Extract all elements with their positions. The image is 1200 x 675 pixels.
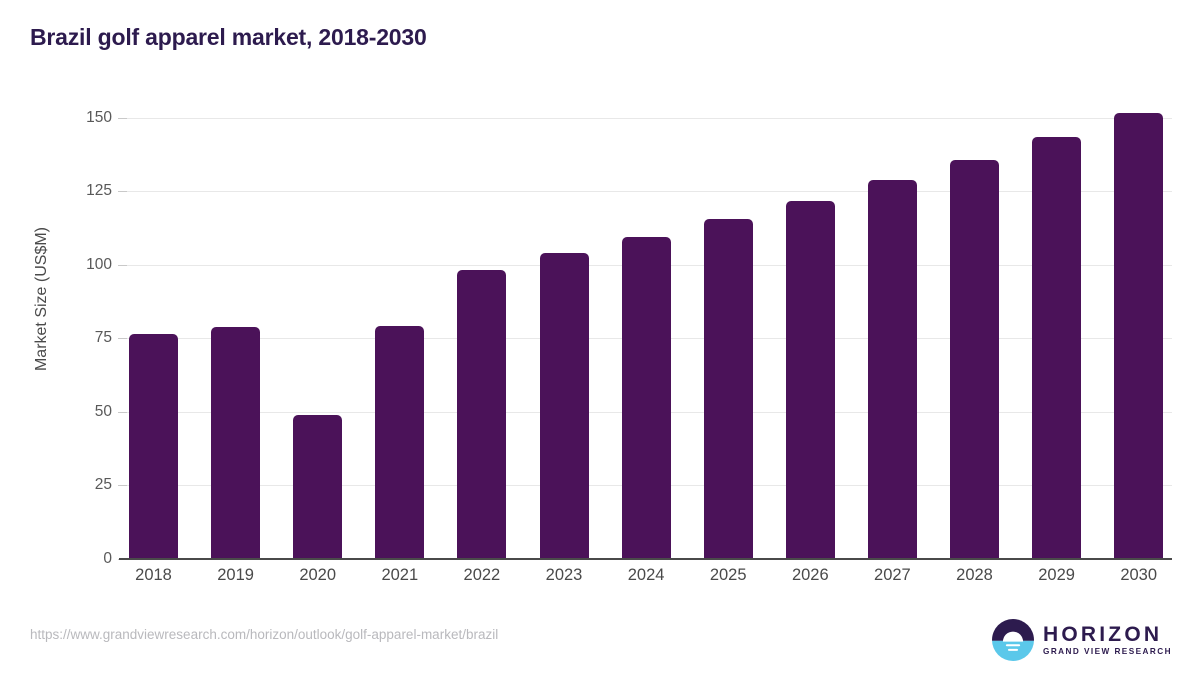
y-axis-tick-label: 50 bbox=[94, 402, 112, 420]
bar[interactable] bbox=[1114, 112, 1164, 559]
y-axis-tick-label: 75 bbox=[94, 329, 112, 346]
y-axis-tick-mark bbox=[118, 117, 127, 119]
x-axis-tick-label: 2018 bbox=[135, 566, 172, 584]
y-axis-tick-mark bbox=[118, 338, 127, 339]
gridline bbox=[127, 117, 1172, 119]
horizon-logo-icon bbox=[992, 619, 1034, 661]
bar[interactable] bbox=[539, 253, 589, 559]
x-axis-tick-label: 2030 bbox=[1120, 566, 1158, 584]
y-axis-tick-label: 100 bbox=[86, 255, 112, 273]
x-axis-tick-label: 2022 bbox=[463, 566, 501, 584]
y-axis-tick-label: 125 bbox=[86, 182, 112, 199]
y-axis-tick-mark bbox=[118, 264, 127, 266]
x-axis-tick-label: 2024 bbox=[627, 566, 665, 584]
gridline bbox=[127, 191, 1172, 192]
x-axis-line bbox=[119, 557, 1172, 560]
y-axis-tick-mark bbox=[118, 485, 127, 486]
y-axis-tick-labels: 0 25 50 75 100 125 150 bbox=[62, 0, 112, 675]
horizon-logo[interactable]: HORIZON GRAND VIEW RESEARCH bbox=[992, 618, 1172, 662]
bar[interactable] bbox=[457, 270, 507, 559]
bar[interactable] bbox=[785, 200, 835, 559]
y-axis-tick-label: 25 bbox=[94, 476, 112, 493]
bar[interactable] bbox=[129, 334, 178, 559]
x-axis-tick-label: 2027 bbox=[874, 566, 911, 584]
y-axis-tick-label: 150 bbox=[86, 108, 112, 126]
x-axis-tick-label: 2029 bbox=[1038, 566, 1075, 584]
x-axis-tick-label: 2021 bbox=[381, 566, 419, 584]
x-axis-tick-label: 2028 bbox=[956, 566, 993, 584]
x-axis-tick-label: 2023 bbox=[545, 566, 583, 584]
bar[interactable] bbox=[621, 237, 671, 559]
logo-wordmark: HORIZON bbox=[1043, 622, 1163, 646]
y-axis-tick-mark bbox=[118, 191, 127, 192]
bar[interactable] bbox=[375, 325, 425, 559]
logo-tagline: GRAND VIEW RESEARCH bbox=[1043, 646, 1172, 656]
y-axis-tick-mark bbox=[118, 411, 127, 413]
x-axis-tick-label: 2019 bbox=[217, 566, 254, 584]
y-axis-tick-label: 0 bbox=[103, 549, 112, 567]
bar[interactable] bbox=[211, 327, 261, 559]
bar[interactable] bbox=[293, 415, 343, 559]
source-url[interactable]: https://www.grandviewresearch.com/horizo… bbox=[30, 627, 499, 642]
bar[interactable] bbox=[867, 180, 917, 559]
horizon-logo-text: HORIZON GRAND VIEW RESEARCH bbox=[1043, 624, 1172, 656]
page-title: Brazil golf apparel market, 2018-2030 bbox=[30, 24, 427, 50]
x-axis-tick-label: 2026 bbox=[791, 566, 829, 584]
bar[interactable] bbox=[703, 219, 753, 559]
x-axis-tick-label: 2025 bbox=[709, 566, 747, 584]
bar[interactable] bbox=[950, 159, 999, 559]
x-axis-tick-label: 2020 bbox=[299, 566, 337, 584]
bar[interactable] bbox=[1032, 137, 1082, 559]
